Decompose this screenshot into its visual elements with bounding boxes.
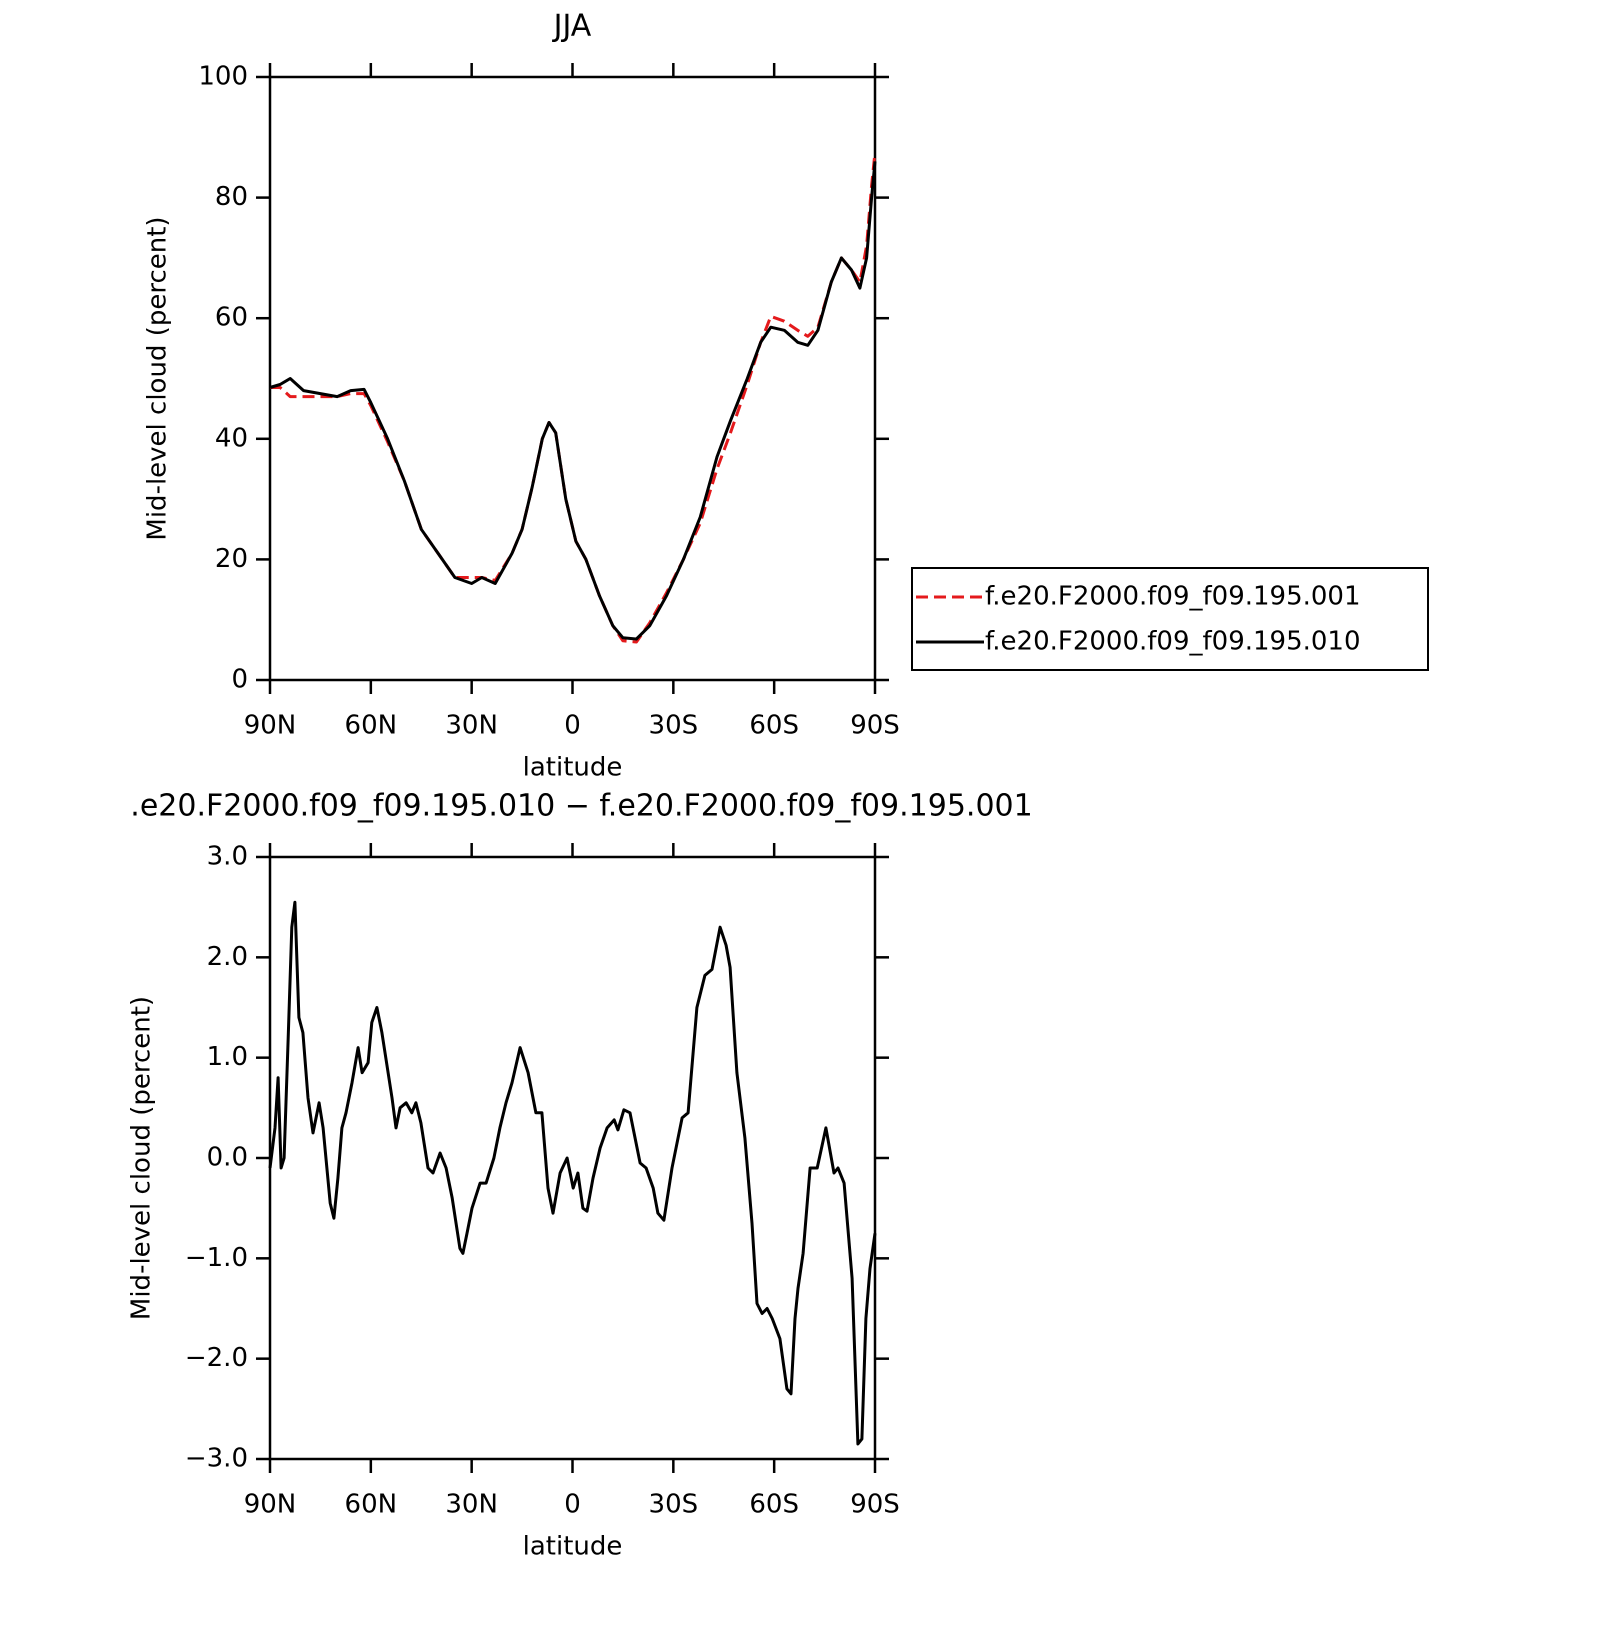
legend-box bbox=[911, 567, 1429, 671]
y-tick-label: 0 bbox=[231, 665, 248, 695]
x-tick-label: 90N bbox=[244, 711, 297, 741]
legend: f.e20.F2000.f09_f09.195.001 f.e20.F2000.f… bbox=[911, 567, 1429, 671]
x-tick-label: 0 bbox=[564, 1490, 581, 1520]
plot-frame bbox=[268, 75, 877, 682]
legend-label: f.e20.F2000.f09_f09.195.001 bbox=[985, 582, 1361, 612]
x-axis-label: latitude bbox=[523, 753, 623, 783]
y-tick-label: 40 bbox=[215, 423, 248, 453]
x-tick-label: 30S bbox=[649, 1490, 699, 1520]
y-axis-label: Mid-level cloud (percent) bbox=[143, 216, 173, 540]
x-tick-label: 90S bbox=[850, 1490, 900, 1520]
x-tick-label: 60S bbox=[749, 711, 799, 741]
x-tick-label: 60N bbox=[345, 711, 398, 741]
y-tick-label: 3.0 bbox=[207, 842, 248, 872]
data-line bbox=[268, 900, 877, 1446]
x-tick-label: 90S bbox=[850, 711, 900, 741]
y-tick-label: −3.0 bbox=[185, 1444, 248, 1474]
y-tick-label: 80 bbox=[215, 182, 248, 212]
x-tick-label: 60N bbox=[345, 1490, 398, 1520]
data-line bbox=[270, 152, 877, 644]
y-tick-label: 60 bbox=[215, 303, 248, 333]
y-tick-label: 100 bbox=[198, 62, 248, 92]
y-tick-label: 2.0 bbox=[207, 942, 248, 972]
x-tick-label: 30N bbox=[445, 711, 498, 741]
y-tick-label: 0.0 bbox=[207, 1143, 248, 1173]
x-tick-label: 30N bbox=[445, 1490, 498, 1520]
x-tick-label: 90N bbox=[244, 1490, 297, 1520]
chart-title: JJA bbox=[552, 9, 592, 44]
x-tick-label: 0 bbox=[564, 711, 581, 741]
y-axis-label: Mid-level cloud (percent) bbox=[127, 996, 157, 1320]
x-axis-label: latitude bbox=[523, 1532, 623, 1562]
legend-label: f.e20.F2000.f09_f09.195.010 bbox=[985, 627, 1361, 657]
x-tick-label: 30S bbox=[649, 711, 699, 741]
chart-title: .e20.F2000.f09_f09.195.010 − f.e20.F2000… bbox=[130, 789, 1032, 824]
data-line bbox=[269, 161, 877, 641]
y-tick-label: 1.0 bbox=[207, 1042, 248, 1072]
y-tick-label: −2.0 bbox=[185, 1343, 248, 1373]
y-tick-label: 20 bbox=[215, 544, 248, 574]
x-tick-label: 60S bbox=[749, 1490, 799, 1520]
y-tick-label: −1.0 bbox=[185, 1243, 248, 1273]
